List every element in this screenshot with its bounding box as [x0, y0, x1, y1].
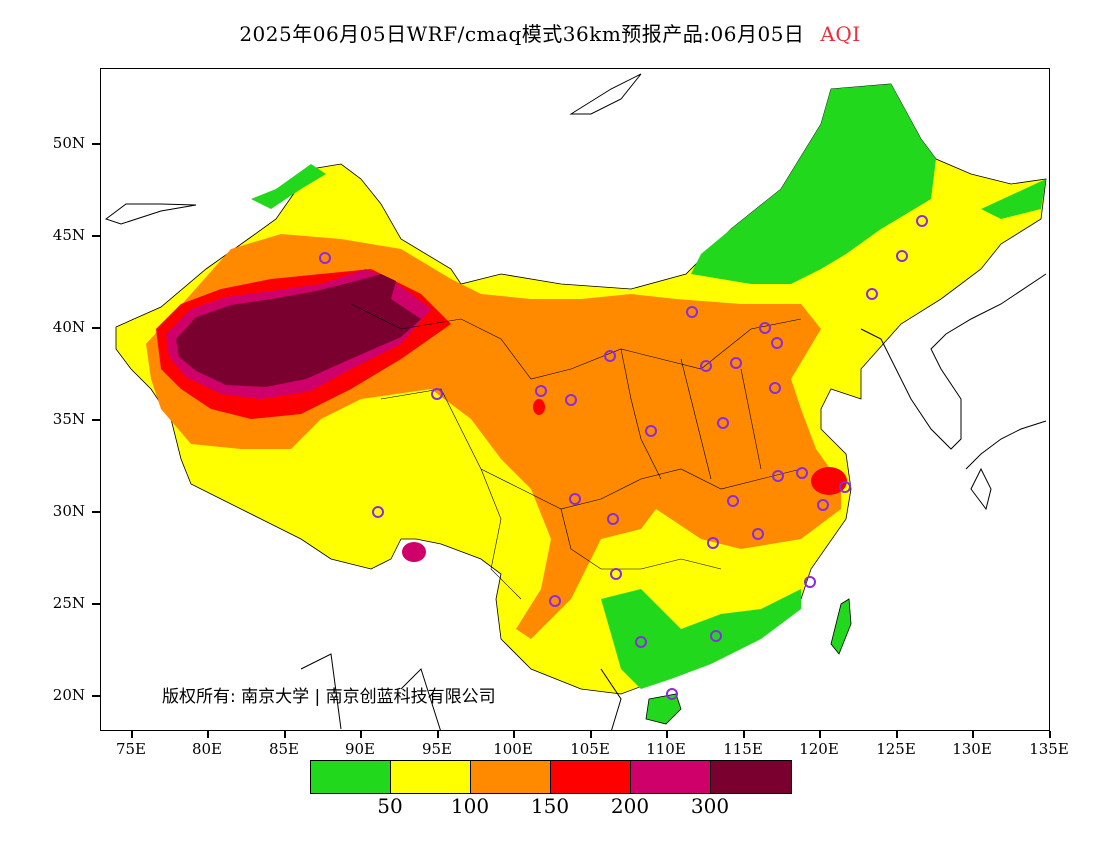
- y-axis-label-50n: 50N: [52, 134, 85, 152]
- x-axis-label-100e: 100E: [493, 740, 533, 758]
- y-axis-label-35n: 35N: [52, 410, 85, 428]
- copyright-text: 版权所有: 南京大学 | 南京创蓝科技有限公司: [162, 687, 496, 707]
- coastline-southeast-asia: [300, 653, 622, 730]
- x-tick-110e: [666, 731, 668, 738]
- y-axis-label-45n: 45N: [52, 226, 85, 244]
- x-axis-label-95e: 95E: [421, 740, 453, 758]
- x-axis-label-90e: 90E: [344, 740, 376, 758]
- legend-swatch-sensitive: [471, 761, 551, 793]
- y-tick-50n: [92, 143, 100, 145]
- province-boundaries: [350, 303, 802, 600]
- coastline-kamchatka: [104, 203, 197, 225]
- variable-label: AQI: [820, 22, 861, 46]
- x-axis-label-130e: 130E: [952, 740, 992, 758]
- x-tick-100e: [513, 731, 515, 738]
- y-tick-35n: [92, 419, 100, 421]
- region-unhealthy-shanghai: [811, 467, 847, 495]
- aqi-legend: [310, 760, 792, 794]
- legend-label-200: 200: [610, 794, 650, 818]
- x-tick-75e: [131, 731, 133, 738]
- x-tick-105e: [590, 731, 592, 738]
- map-panel: [100, 68, 1050, 731]
- legend-swatch-moderate: [391, 761, 471, 793]
- coastline-korea: [860, 273, 1047, 450]
- x-tick-80e: [207, 731, 209, 738]
- legend-label-150: 150: [530, 794, 570, 818]
- legend-swatch-very-unhealthy: [631, 761, 711, 793]
- legend-label-50: 50: [377, 794, 403, 818]
- title-text: 2025年06月05日WRF/cmaq模式36km预报产品:06月05日: [239, 22, 805, 46]
- x-axis-label-80e: 80E: [191, 740, 223, 758]
- region-unhealthy-gansu: [533, 399, 545, 415]
- legend-label-300: 300: [690, 794, 730, 818]
- x-axis-label-110e: 110E: [646, 740, 686, 758]
- x-axis-label-135e: 135E: [1029, 740, 1069, 758]
- aqi-map: [104, 73, 1047, 730]
- y-axis-label-30n: 30N: [52, 502, 85, 520]
- legend-label-100: 100: [450, 794, 490, 818]
- coastline-japan: [965, 420, 1047, 511]
- legend-swatch-good: [311, 761, 391, 793]
- hainan-island: [645, 693, 682, 725]
- region-good-northeast2: [981, 179, 1046, 219]
- x-axis-label-125e: 125E: [876, 740, 916, 758]
- region-good-south: [601, 589, 801, 689]
- x-tick-135e: [1049, 731, 1051, 738]
- y-tick-45n: [92, 235, 100, 237]
- x-axis-label-105e: 105E: [570, 740, 610, 758]
- y-tick-25n: [92, 603, 100, 605]
- coastline-sakhalin: [569, 73, 642, 115]
- y-axis-label-20n: 20N: [52, 686, 85, 704]
- x-axis-label-120e: 120E: [799, 740, 839, 758]
- station-markers: [319, 215, 928, 700]
- y-tick-20n: [92, 695, 100, 697]
- y-axis-label-40n: 40N: [52, 318, 85, 336]
- legend-swatch-unhealthy: [551, 761, 631, 793]
- x-axis-label-75e: 75E: [115, 740, 147, 758]
- region-good-northeast: [691, 84, 936, 284]
- y-tick-40n: [92, 327, 100, 329]
- region-unhealthy-xizang: [402, 542, 426, 562]
- x-tick-85e: [284, 731, 286, 738]
- region-hazardous: [176, 274, 421, 387]
- map-title: 2025年06月05日WRF/cmaq模式36km预报产品:06月05日 AQI: [0, 18, 1100, 47]
- x-tick-95e: [437, 731, 439, 738]
- x-tick-90e: [360, 731, 362, 738]
- y-axis-label-25n: 25N: [52, 594, 85, 612]
- x-tick-115e: [743, 731, 745, 738]
- x-axis-label-85e: 85E: [268, 740, 300, 758]
- region-good-northwest: [251, 164, 326, 209]
- legend-swatch-hazardous: [711, 761, 791, 793]
- x-tick-125e: [896, 731, 898, 738]
- x-tick-130e: [972, 731, 974, 738]
- x-tick-120e: [819, 731, 821, 738]
- y-tick-30n: [92, 511, 100, 513]
- x-axis-label-115e: 115E: [723, 740, 763, 758]
- taiwan-island: [830, 598, 852, 655]
